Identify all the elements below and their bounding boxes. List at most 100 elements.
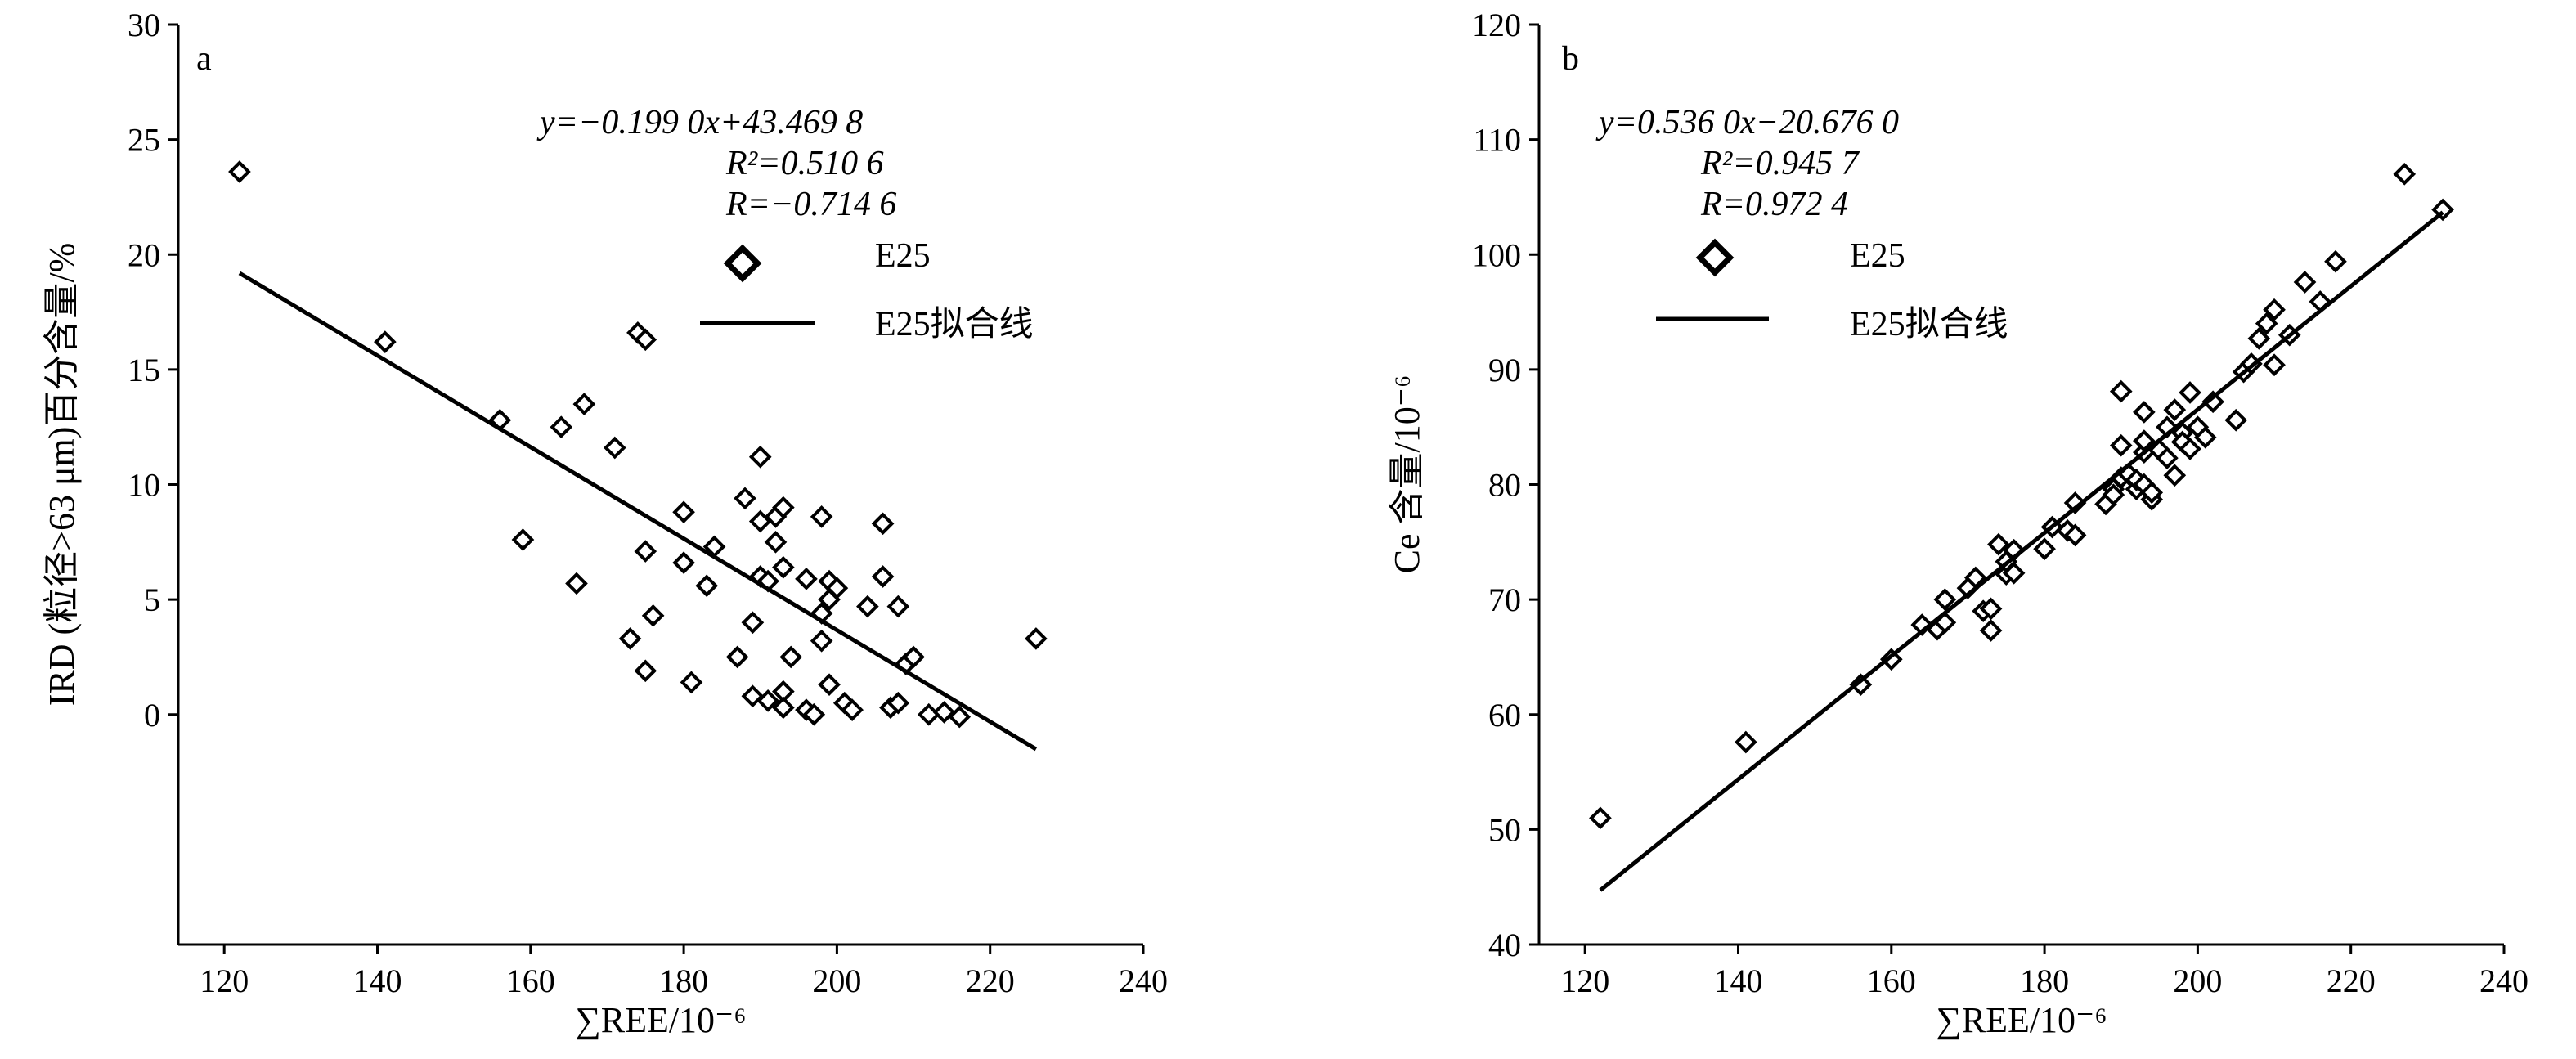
a-data-point bbox=[802, 702, 826, 726]
a-data-point bbox=[902, 645, 925, 669]
panel-b: 120 140 160 180 200 220 240 40 50 60 70 80 90 100 110 1… bbox=[1387, 7, 2529, 1040]
a-data-point bbox=[672, 551, 695, 574]
b-data-point bbox=[2263, 298, 2286, 321]
a-data-point bbox=[772, 555, 795, 579]
legend-marker-icon bbox=[1695, 238, 1735, 277]
b-data-point bbox=[2133, 429, 2156, 452]
a-y-tick-label: 10 bbox=[128, 467, 160, 504]
a-data-point bbox=[734, 487, 756, 510]
a-data-point bbox=[374, 330, 397, 353]
a-data-point bbox=[603, 436, 626, 460]
a-data-point bbox=[886, 691, 910, 715]
b-x-tick-label: 180 bbox=[2020, 963, 2069, 999]
panel-a-r: R=−0.714 6 bbox=[725, 186, 896, 223]
b-data-point bbox=[2102, 483, 2125, 506]
panel-a-label: a bbox=[196, 40, 212, 78]
b-data-point bbox=[1979, 619, 2003, 642]
b-data-point bbox=[2247, 327, 2271, 350]
b-data-point bbox=[1987, 532, 2010, 556]
panel-a: 120 140 160 180 200 220 240 0 5 10 15 20 25 30 a ∑REE… bbox=[42, 7, 1168, 1040]
a-y-tick-label: 0 bbox=[144, 697, 160, 734]
b-data-point bbox=[2133, 401, 2156, 424]
b-y-tick-label: 70 bbox=[1488, 581, 1521, 618]
b-data-point bbox=[1933, 588, 1957, 611]
panel-a-xlabel: ∑REE/10⁻⁶ bbox=[575, 1000, 746, 1040]
a-x-tick-label: 240 bbox=[1119, 963, 1168, 999]
a-data-point bbox=[572, 393, 596, 415]
a-data-point bbox=[695, 574, 719, 598]
b-data-point bbox=[2201, 390, 2224, 414]
a-data-point bbox=[886, 595, 910, 618]
b-data-point bbox=[2063, 523, 2087, 547]
b-x-tick-label: 140 bbox=[1713, 963, 1762, 999]
a-y-tick-label: 15 bbox=[128, 352, 160, 388]
b-y-tick-label: 40 bbox=[1488, 927, 1521, 963]
panel-a-r2: R²=0.510 6 bbox=[725, 145, 884, 182]
b-data-point bbox=[1735, 730, 1757, 754]
b-data-point bbox=[2193, 426, 2217, 449]
panel-a-legend: E25 E25拟合线 bbox=[700, 237, 1034, 343]
b-y-tick-label: 60 bbox=[1488, 697, 1521, 734]
b-data-point bbox=[2140, 481, 2164, 505]
b-data-point bbox=[2263, 353, 2286, 377]
a-y-tick-label: 30 bbox=[128, 7, 160, 43]
a-data-point bbox=[1025, 627, 1048, 650]
a-y-tick-label: 20 bbox=[128, 236, 160, 273]
panel-a-fit-line bbox=[238, 271, 1038, 752]
a-data-point bbox=[748, 445, 772, 469]
a-data-point bbox=[810, 629, 833, 653]
a-data-point bbox=[772, 496, 795, 519]
a-data-point bbox=[565, 572, 588, 595]
panel-b-ylabel: Ce 含量/10⁻⁶ bbox=[1387, 375, 1427, 574]
panel-a-ylabel: IRD (粒径>63 μm)百分含量/% bbox=[42, 243, 82, 707]
panel-b-r2: R²=0.945 7 bbox=[1700, 145, 1860, 182]
b-data-point bbox=[2224, 408, 2248, 432]
panel-b-equation: y=0.536 0x−20.676 0 bbox=[1595, 104, 1899, 141]
b-y-tick-label: 80 bbox=[1488, 467, 1521, 504]
b-data-point bbox=[2324, 249, 2347, 273]
b-data-point bbox=[2109, 433, 2133, 457]
a-data-point bbox=[871, 512, 895, 536]
a-data-point bbox=[756, 689, 779, 712]
a-data-point bbox=[825, 577, 849, 599]
panel-a-legend-line-label: E25拟合线 bbox=[875, 306, 1034, 343]
b-y-tick-label: 120 bbox=[1472, 7, 1521, 43]
a-data-point bbox=[228, 160, 251, 183]
a-data-point bbox=[741, 611, 765, 635]
b-data-point bbox=[2163, 464, 2187, 487]
b-data-point bbox=[2163, 398, 2187, 421]
a-data-point bbox=[672, 500, 695, 524]
a-data-point bbox=[641, 604, 665, 627]
b-x-tick-label: 220 bbox=[2327, 963, 2376, 999]
a-x-tick-label: 120 bbox=[200, 963, 249, 999]
b-y-tick-label: 50 bbox=[1488, 811, 1521, 848]
a-data-point bbox=[550, 415, 573, 439]
b-data-point bbox=[2179, 438, 2201, 460]
panel-a-legend-marker-label: E25 bbox=[875, 237, 931, 275]
a-data-point bbox=[779, 645, 803, 669]
b-data-point bbox=[2033, 537, 2056, 561]
a-data-point bbox=[948, 705, 972, 729]
b-y-tick-label: 110 bbox=[1473, 122, 1521, 159]
b-data-point bbox=[2255, 312, 2278, 335]
panel-b-tick-labels: 120 140 160 180 200 220 240 40 50 60 70 80 90 100 110 1… bbox=[1472, 7, 2529, 999]
panel-b-axes bbox=[1529, 23, 2506, 954]
a-x-tick-label: 160 bbox=[506, 963, 555, 999]
b-data-point bbox=[1589, 806, 1612, 830]
a-data-point bbox=[634, 659, 657, 683]
a-data-point bbox=[917, 702, 940, 726]
panel-b-r: R=0.972 4 bbox=[1700, 186, 1848, 223]
b-data-point bbox=[2109, 379, 2133, 403]
a-data-point bbox=[871, 565, 895, 588]
panel-a-equation: y=−0.199 0x+43.469 8 bbox=[536, 104, 863, 141]
b-data-point bbox=[2063, 491, 2087, 514]
b-data-point bbox=[2393, 162, 2417, 186]
b-data-point bbox=[2293, 271, 2317, 294]
a-data-point bbox=[634, 540, 657, 563]
b-data-point bbox=[1849, 673, 1873, 697]
panel-b-label: b bbox=[1562, 40, 1579, 78]
a-x-tick-label: 220 bbox=[966, 963, 1015, 999]
b-y-tick-label: 100 bbox=[1472, 236, 1521, 273]
panel-a-axes bbox=[168, 23, 1145, 954]
